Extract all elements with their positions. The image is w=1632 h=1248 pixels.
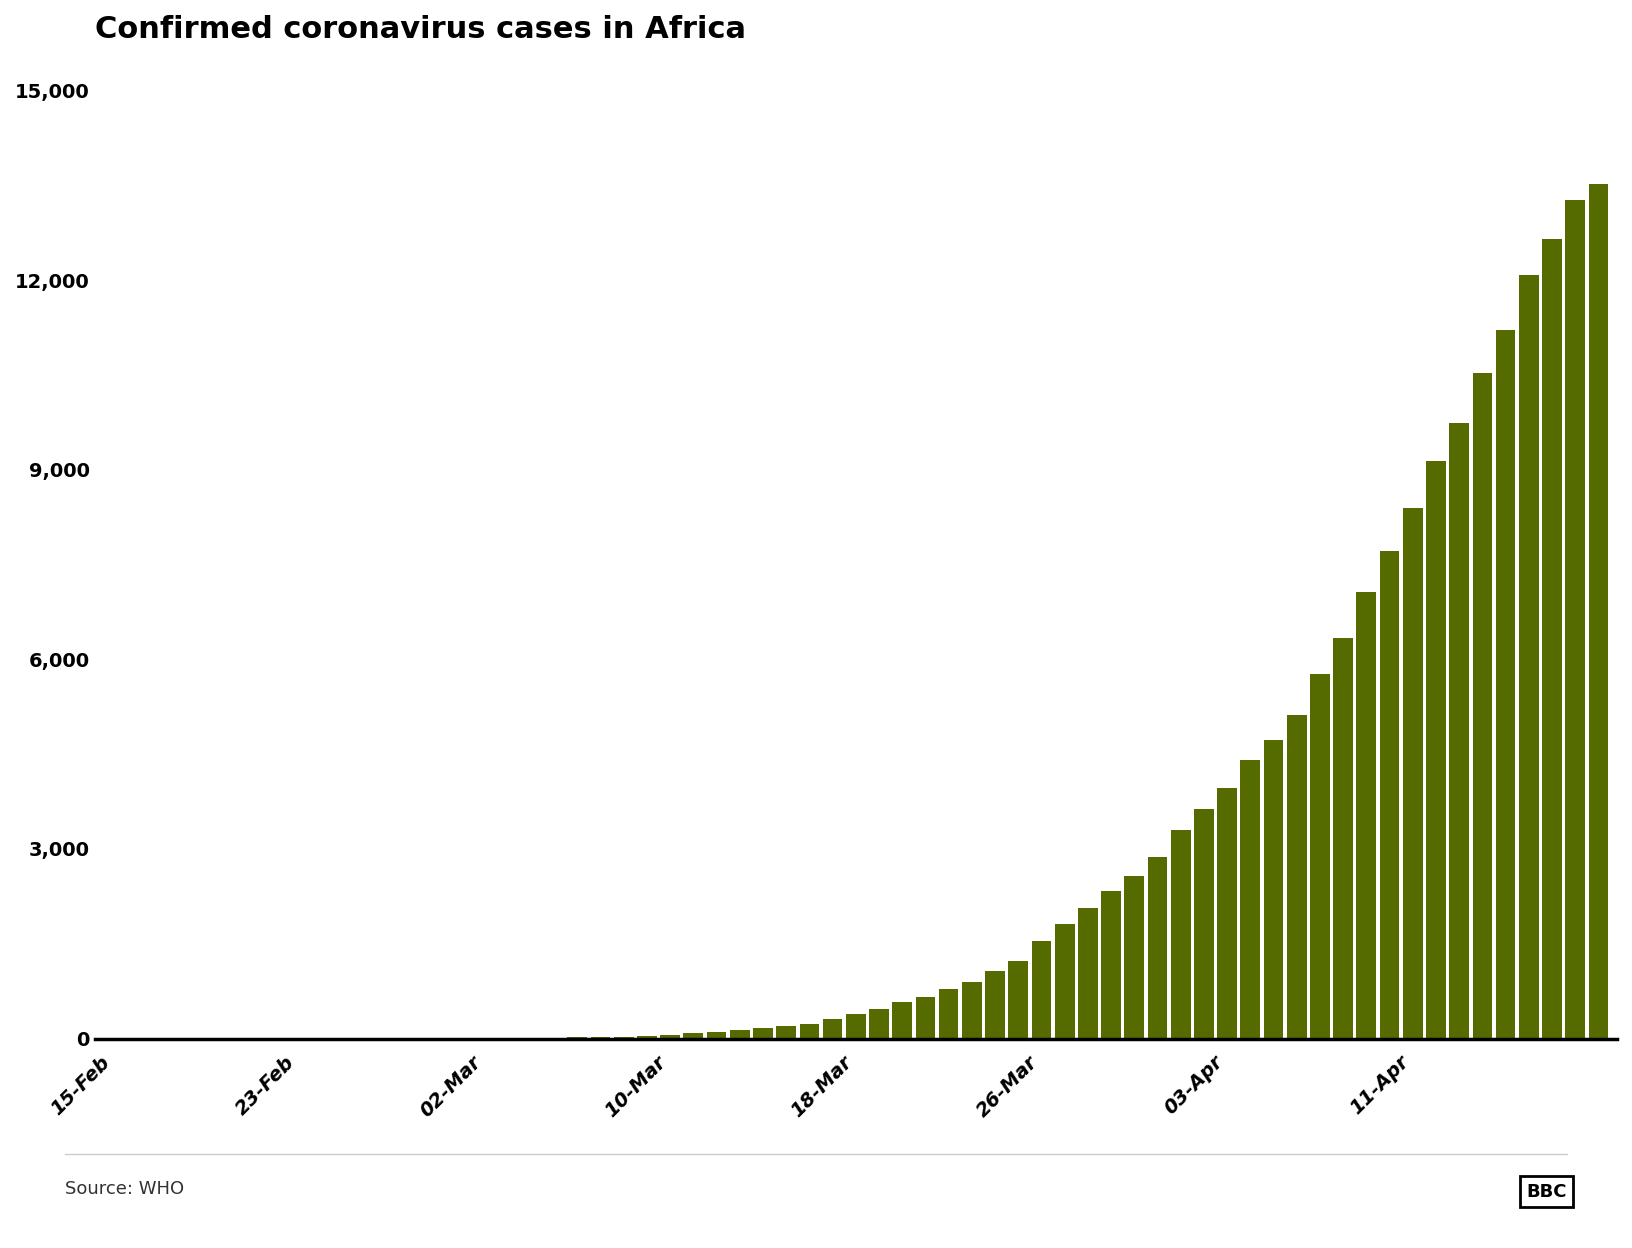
- Bar: [961, 982, 982, 1038]
- Bar: [1333, 638, 1353, 1038]
- Bar: [752, 1028, 774, 1038]
- Bar: [707, 1032, 726, 1038]
- Bar: [893, 1002, 912, 1038]
- Bar: [1519, 276, 1539, 1038]
- Bar: [870, 1008, 889, 1038]
- Bar: [1356, 593, 1376, 1038]
- Bar: [938, 988, 958, 1038]
- Bar: [1240, 760, 1260, 1038]
- Bar: [777, 1026, 796, 1038]
- Bar: [1497, 331, 1516, 1038]
- Bar: [800, 1023, 819, 1038]
- Bar: [986, 971, 1005, 1038]
- Bar: [1310, 674, 1330, 1038]
- Text: Confirmed coronavirus cases in Africa: Confirmed coronavirus cases in Africa: [95, 15, 746, 44]
- Bar: [1449, 423, 1469, 1038]
- Bar: [1288, 715, 1307, 1038]
- Bar: [1124, 876, 1144, 1038]
- Bar: [614, 1037, 633, 1038]
- Bar: [1588, 185, 1608, 1038]
- Bar: [1147, 857, 1167, 1038]
- Bar: [1426, 461, 1446, 1038]
- Bar: [1565, 200, 1585, 1038]
- Bar: [1263, 740, 1283, 1038]
- Bar: [1217, 789, 1237, 1038]
- Bar: [823, 1018, 842, 1038]
- Bar: [1079, 909, 1098, 1038]
- Bar: [1054, 924, 1074, 1038]
- Text: BBC: BBC: [1526, 1183, 1567, 1201]
- Bar: [1170, 830, 1191, 1038]
- Bar: [684, 1033, 703, 1038]
- Bar: [1404, 508, 1423, 1038]
- Text: Source: WHO: Source: WHO: [65, 1181, 184, 1198]
- Bar: [1102, 891, 1121, 1038]
- Bar: [1472, 373, 1492, 1038]
- Bar: [730, 1030, 749, 1038]
- Bar: [1195, 810, 1214, 1038]
- Bar: [1031, 941, 1051, 1038]
- Bar: [1542, 238, 1562, 1038]
- Bar: [916, 997, 935, 1038]
- Bar: [591, 1037, 610, 1038]
- Bar: [1009, 961, 1028, 1038]
- Bar: [661, 1035, 681, 1038]
- Bar: [636, 1036, 656, 1038]
- Bar: [845, 1015, 865, 1038]
- Bar: [1379, 550, 1399, 1038]
